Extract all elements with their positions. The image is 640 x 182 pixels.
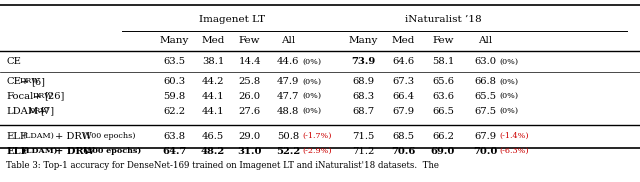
Text: 50.8: 50.8 <box>277 132 299 141</box>
Text: 68.3: 68.3 <box>353 92 374 101</box>
Text: 29.0: 29.0 <box>239 132 260 141</box>
Text: 25.8: 25.8 <box>239 77 260 86</box>
Text: 46.5: 46.5 <box>202 132 224 141</box>
Text: + DRW: + DRW <box>55 132 92 141</box>
Text: (0%): (0%) <box>499 107 518 115</box>
Text: Med: Med <box>392 36 415 46</box>
Text: (0%): (0%) <box>302 77 321 85</box>
Text: 66.5: 66.5 <box>432 106 454 116</box>
Text: 59.8: 59.8 <box>163 92 185 101</box>
Text: 31.0: 31.0 <box>237 147 262 156</box>
Text: 67.9: 67.9 <box>474 132 496 141</box>
Text: DRW: DRW <box>19 77 40 85</box>
Text: (100 epochs): (100 epochs) <box>83 132 136 140</box>
Text: CE: CE <box>6 57 21 66</box>
Text: 67.3: 67.3 <box>392 77 414 86</box>
Text: (-2.9%): (-2.9%) <box>302 147 332 155</box>
Text: (-1.4%): (-1.4%) <box>499 132 529 140</box>
Text: 68.5: 68.5 <box>392 132 414 141</box>
Text: 67.5: 67.5 <box>474 106 496 116</box>
Text: Med: Med <box>202 36 225 46</box>
Text: iNaturalist ’18: iNaturalist ’18 <box>405 15 482 24</box>
Text: (0%): (0%) <box>302 107 321 115</box>
Text: 47.9: 47.9 <box>277 77 299 86</box>
Text: Many: Many <box>159 36 189 46</box>
Text: Few: Few <box>432 36 454 46</box>
Text: 71.2: 71.2 <box>353 147 374 156</box>
Text: 27.6: 27.6 <box>239 106 260 116</box>
Text: DRW: DRW <box>33 92 53 100</box>
Text: 14.4: 14.4 <box>238 57 261 66</box>
Text: 64.6: 64.6 <box>392 57 414 66</box>
Text: 60.3: 60.3 <box>163 77 185 86</box>
Text: 70.0: 70.0 <box>473 147 497 156</box>
Text: [6]: [6] <box>31 77 45 86</box>
Text: 26.0: 26.0 <box>239 92 260 101</box>
Text: DRW: DRW <box>28 107 49 115</box>
Text: 47.7: 47.7 <box>277 92 299 101</box>
Text: ELF: ELF <box>6 147 28 156</box>
Text: 44.1: 44.1 <box>202 92 225 101</box>
Text: 69.0: 69.0 <box>431 147 455 156</box>
Text: 44.6: 44.6 <box>277 57 299 66</box>
Text: 66.2: 66.2 <box>432 132 454 141</box>
Text: 52.2: 52.2 <box>276 147 300 156</box>
Text: [7]: [7] <box>40 106 54 116</box>
Text: Focal+: Focal+ <box>6 92 42 101</box>
Text: (-1.7%): (-1.7%) <box>302 132 332 140</box>
Text: All: All <box>281 36 295 46</box>
Text: (0%): (0%) <box>499 77 518 85</box>
Text: 44.1: 44.1 <box>202 106 225 116</box>
Text: 63.5: 63.5 <box>163 57 185 66</box>
Text: 67.9: 67.9 <box>392 106 414 116</box>
Text: All: All <box>478 36 492 46</box>
Text: 48.2: 48.2 <box>201 147 225 156</box>
Text: 66.8: 66.8 <box>474 77 496 86</box>
Text: LDAM+: LDAM+ <box>6 106 47 116</box>
Text: ELF: ELF <box>6 132 28 141</box>
Text: 68.9: 68.9 <box>353 77 374 86</box>
Text: (0%): (0%) <box>499 58 518 66</box>
Text: Few: Few <box>239 36 260 46</box>
Text: CE+: CE+ <box>6 77 29 86</box>
Text: 70.6: 70.6 <box>391 147 415 156</box>
Text: + DRW: + DRW <box>55 147 95 156</box>
Text: (200 epochs): (200 epochs) <box>83 147 141 155</box>
Text: (-6.3%): (-6.3%) <box>499 147 529 155</box>
Text: Many: Many <box>349 36 378 46</box>
Text: (LDAM): (LDAM) <box>22 132 54 140</box>
Text: (0%): (0%) <box>302 92 321 100</box>
Text: 63.6: 63.6 <box>432 92 454 101</box>
Text: 63.0: 63.0 <box>474 57 496 66</box>
Text: 38.1: 38.1 <box>202 57 224 66</box>
Text: 66.4: 66.4 <box>392 92 414 101</box>
Text: [26]: [26] <box>44 92 65 101</box>
Text: Table 3: Top-1 accuracy for DenseNet-169 trained on Imagenet LT and iNaturalist': Table 3: Top-1 accuracy for DenseNet-169… <box>6 161 440 170</box>
Text: 62.2: 62.2 <box>163 106 185 116</box>
Text: Imagenet LT: Imagenet LT <box>198 15 265 24</box>
Text: 65.6: 65.6 <box>432 77 454 86</box>
Text: 65.5: 65.5 <box>474 92 496 101</box>
Text: 73.9: 73.9 <box>351 57 376 66</box>
Text: 64.7: 64.7 <box>162 147 186 156</box>
Text: 71.5: 71.5 <box>353 132 374 141</box>
Text: 44.2: 44.2 <box>202 77 225 86</box>
Text: 68.7: 68.7 <box>353 106 374 116</box>
Text: (0%): (0%) <box>302 58 321 66</box>
Text: (LDAM): (LDAM) <box>22 147 58 155</box>
Text: 58.1: 58.1 <box>432 57 454 66</box>
Text: (0%): (0%) <box>499 92 518 100</box>
Text: 63.8: 63.8 <box>163 132 185 141</box>
Text: 48.8: 48.8 <box>277 106 299 116</box>
